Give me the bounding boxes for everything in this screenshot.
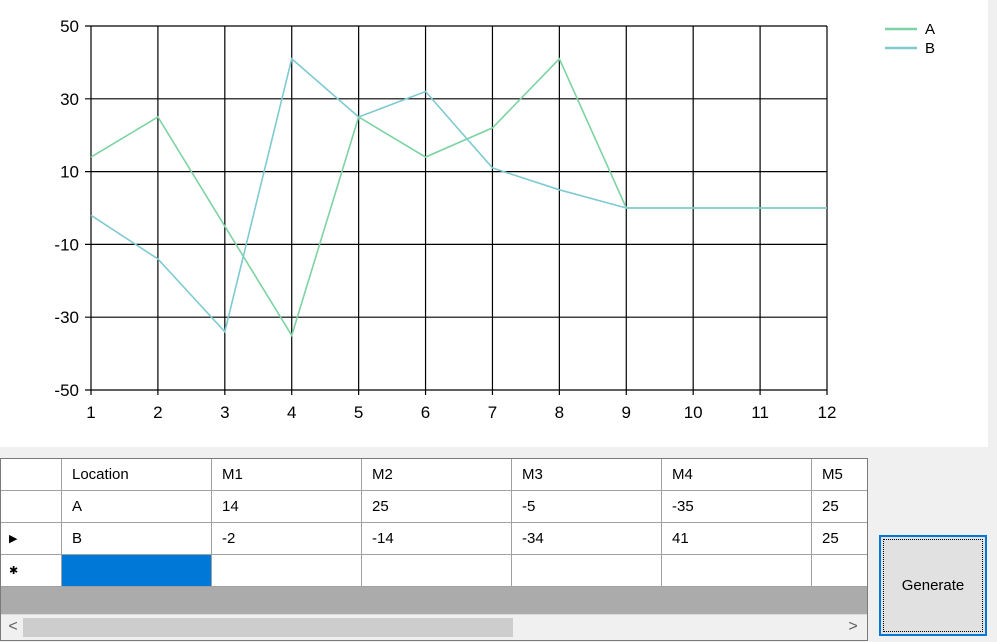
x-tick-label: 6 [421, 403, 430, 422]
grid-header-row: Location M1 M2 M3 M4 M5 [1, 459, 867, 491]
y-tick-label: -10 [54, 235, 79, 254]
y-tick-label: -50 [54, 381, 79, 400]
x-tick-label: 5 [354, 403, 363, 422]
x-tick-label: 11 [751, 403, 769, 422]
table-cell[interactable]: 25 [362, 491, 512, 523]
table-cell[interactable]: -5 [512, 491, 662, 523]
column-header-location[interactable]: Location [62, 459, 212, 491]
table-cell[interactable]: 25 [812, 523, 867, 555]
table-cell[interactable]: -14 [362, 523, 512, 555]
x-tick-label: 2 [153, 403, 162, 422]
table-cell[interactable]: 41 [662, 523, 812, 555]
data-grid[interactable]: Location M1 M2 M3 M4 M5 A 14 25 -5 -35 25 ▶ B -2 -14 -34… [0, 458, 868, 641]
table-row: ▶ B -2 -14 -34 41 25 [1, 523, 867, 555]
chart-gridlines [85, 25, 828, 395]
scroll-right-arrow-icon[interactable]: > [848, 618, 858, 635]
new-row-marker-icon[interactable]: ✱ [1, 555, 62, 587]
scroll-thumb[interactable] [23, 618, 513, 637]
column-header-m1[interactable]: M1 [212, 459, 362, 491]
table-cell[interactable] [812, 555, 867, 587]
x-tick-label: 12 [818, 403, 837, 422]
table-cell[interactable] [512, 555, 662, 587]
legend-label-a: A [925, 21, 935, 38]
row-header[interactable]: ▶ [1, 523, 62, 555]
y-tick-label: 30 [60, 90, 79, 109]
series-line-a [90, 57, 827, 338]
column-header-m4[interactable]: M4 [662, 459, 812, 491]
x-tick-label: 8 [555, 403, 564, 422]
table-cell[interactable] [212, 555, 362, 587]
series-line-b [90, 57, 827, 334]
table-cell[interactable]: A [62, 491, 212, 523]
table-cell[interactable]: -35 [662, 491, 812, 523]
table-cell[interactable]: 25 [812, 491, 867, 523]
y-tick-label: 10 [60, 163, 79, 182]
table-cell[interactable]: -2 [212, 523, 362, 555]
x-tick-label: 10 [684, 403, 703, 422]
table-cell[interactable]: -34 [512, 523, 662, 555]
y-tick-label: 50 [60, 17, 79, 36]
table-cell[interactable]: B [62, 523, 212, 555]
horizontal-scrollbar[interactable]: < > [1, 614, 867, 640]
x-tick-label: 3 [220, 403, 229, 422]
x-tick-label: 9 [622, 403, 631, 422]
x-tick-label: 4 [287, 403, 296, 422]
table-cell[interactable] [662, 555, 812, 587]
column-header-m3[interactable]: M3 [512, 459, 662, 491]
selected-location-cell[interactable] [62, 555, 212, 587]
x-tick-label: 7 [488, 403, 497, 422]
table-row: A 14 25 -5 -35 25 [1, 491, 867, 523]
column-header-m2[interactable]: M2 [362, 459, 512, 491]
x-tick-label: 1 [86, 403, 95, 422]
y-tick-label: -30 [54, 308, 79, 327]
scroll-left-arrow-icon[interactable]: < [8, 618, 18, 635]
legend-label-b: B [925, 40, 935, 57]
column-header-m5[interactable]: M5 [812, 459, 867, 491]
chart-legend: AB [885, 21, 935, 57]
new-row: ✱ [1, 555, 867, 587]
grid-corner-header [1, 459, 62, 491]
row-header[interactable] [1, 491, 62, 523]
generate-button[interactable]: Generate [879, 535, 987, 636]
table-cell[interactable]: 14 [212, 491, 362, 523]
chart-series [90, 57, 827, 338]
table-cell[interactable] [362, 555, 512, 587]
